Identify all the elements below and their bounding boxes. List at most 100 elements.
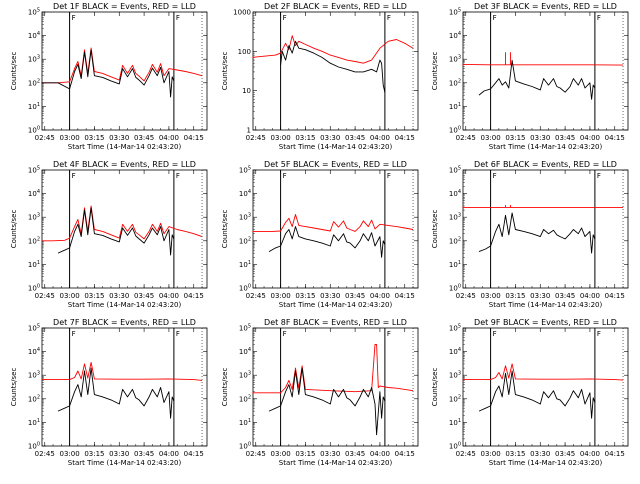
- series-events-line: [57, 207, 175, 256]
- x-tick-label: 02:45: [456, 450, 476, 458]
- flag-label: F: [176, 330, 180, 338]
- y-axis-label: Counts/sec: [221, 368, 229, 407]
- y-tick-label: 102: [239, 394, 251, 403]
- series-lld-line: [41, 205, 203, 242]
- chart-panel-7: Det 7F BLACK = Events, RED = LLD 02:45 03:…: [10, 318, 208, 467]
- flag-label: F: [597, 14, 601, 22]
- x-tick-label: 02:45: [35, 134, 55, 142]
- flag-label: F: [283, 172, 287, 180]
- plot-frame: [252, 11, 419, 131]
- x-axis-label: Start Time (14-Mar-14 02:43:20): [68, 301, 182, 309]
- x-tick-label: 03:30: [109, 292, 129, 300]
- flag-label: F: [283, 14, 287, 22]
- x-tick-label: 03:00: [59, 450, 79, 458]
- x-tick-label: 02:45: [246, 292, 266, 300]
- chart-panel-3: Det 3F BLACK = Events, RED = LLD 02:45 03:…: [431, 2, 629, 151]
- y-tick-label: 104: [28, 31, 40, 40]
- chart-panel-1: Det 1F BLACK = Events, RED = LLD 02:45 03:…: [10, 2, 208, 151]
- chart-title: Det 7F BLACK = Events, RED = LLD: [53, 318, 196, 327]
- flag-label: F: [283, 330, 287, 338]
- series-lld-line: [462, 363, 624, 381]
- y-tick-label: 103: [28, 371, 40, 380]
- y-tick-label: 100: [239, 284, 251, 293]
- x-tick-label: 04:00: [580, 292, 600, 300]
- plot-frame: [462, 327, 629, 447]
- y-tick-label: 103: [239, 213, 251, 222]
- x-tick-label: 03:15: [505, 134, 525, 142]
- y-tick-label: 101: [449, 260, 461, 269]
- y-tick-label: 105: [449, 324, 461, 333]
- plot-frame: [462, 169, 629, 289]
- x-tick-label: 04:15: [184, 450, 204, 458]
- x-tick-label: 04:15: [395, 450, 415, 458]
- y-tick-label: 100: [239, 442, 251, 451]
- y-tick-label: 100: [449, 284, 461, 293]
- chart-title: Det 8F BLACK = Events, RED = LLD: [264, 318, 407, 327]
- x-tick-label: 03:45: [555, 450, 575, 458]
- x-tick-label: 03:15: [84, 134, 104, 142]
- x-tick-label: 03:30: [320, 450, 340, 458]
- x-tick-label: 03:30: [530, 450, 550, 458]
- flag-label: F: [176, 14, 180, 22]
- x-tick-label: 03:15: [84, 450, 104, 458]
- chart-panel-4: Det 4F BLACK = Events, RED = LLD 02:45 03:…: [10, 160, 208, 309]
- series-lld-line: [252, 35, 414, 64]
- chart-title: Det 9F BLACK = Events, RED = LLD: [474, 318, 617, 327]
- x-tick-label: 04:15: [395, 134, 415, 142]
- x-tick-label: 02:45: [246, 134, 266, 142]
- x-tick-label: 03:00: [480, 450, 500, 458]
- x-tick-label: 03:45: [134, 450, 154, 458]
- y-tick-label: 102: [449, 236, 461, 245]
- y-tick-label: 100: [449, 126, 461, 135]
- y-tick-label: 104: [28, 347, 40, 356]
- y-axis-label: Counts/sec: [221, 210, 229, 249]
- y-tick-label: 102: [28, 236, 40, 245]
- series-events-line: [57, 367, 175, 419]
- x-tick-label: 04:00: [159, 292, 179, 300]
- x-axis-label: Start Time (14-Mar-14 02:43:20): [489, 143, 603, 151]
- chart-panel-8: Det 8F BLACK = Events, RED = LLD 02:45 03:…: [221, 318, 419, 467]
- x-tick-label: 03:15: [505, 450, 525, 458]
- series-lld-line: [41, 361, 203, 381]
- series-events-line: [268, 367, 386, 436]
- y-axis-label: Counts/sec: [10, 210, 18, 249]
- y-tick-label: 105: [449, 166, 461, 175]
- x-tick-label: 03:15: [505, 292, 525, 300]
- y-axis-label: Counts/sec: [431, 52, 439, 91]
- y-tick-label: 101: [449, 102, 461, 111]
- x-tick-label: 04:15: [605, 292, 625, 300]
- y-axis-label: Counts/sec: [431, 210, 439, 249]
- chart-panel-6: Det 6F BLACK = Events, RED = LLD 02:45 03:…: [431, 160, 629, 309]
- x-tick-label: 03:45: [134, 292, 154, 300]
- chart-title: Det 1F BLACK = Events, RED = LLD: [53, 2, 196, 11]
- y-tick-label: 101: [239, 260, 251, 269]
- flag-label: F: [493, 330, 497, 338]
- chart-panel-9: Det 9F BLACK = Events, RED = LLD 02:45 03:…: [431, 318, 629, 467]
- x-tick-label: 02:45: [456, 292, 476, 300]
- y-tick-label: 103: [449, 55, 461, 64]
- x-axis-label: Start Time (14-Mar-14 02:43:20): [489, 459, 603, 467]
- chart-title: Det 2F BLACK = Events, RED = LLD: [264, 2, 407, 11]
- x-tick-label: 03:45: [345, 450, 365, 458]
- flag-label: F: [387, 14, 391, 22]
- y-tick-label: 104: [239, 189, 251, 198]
- x-tick-label: 03:00: [270, 134, 290, 142]
- x-tick-label: 03:00: [59, 292, 79, 300]
- series-events-line: [41, 49, 175, 98]
- plot-frame: [252, 169, 419, 289]
- x-tick-label: 04:15: [395, 292, 415, 300]
- x-tick-label: 03:45: [345, 292, 365, 300]
- y-tick-label: 103: [239, 371, 251, 380]
- x-axis-label: Start Time (14-Mar-14 02:43:20): [279, 143, 393, 151]
- y-tick-label: 100: [449, 442, 461, 451]
- x-axis-label: Start Time (14-Mar-14 02:43:20): [279, 459, 393, 467]
- x-tick-label: 03:30: [320, 292, 340, 300]
- x-tick-label: 02:45: [456, 134, 476, 142]
- y-tick-label: 104: [449, 189, 461, 198]
- flag-label: F: [387, 330, 391, 338]
- flag-label: F: [387, 172, 391, 180]
- chart-panel-5: Det 5F BLACK = Events, RED = LLD 02:45 03:…: [221, 160, 419, 309]
- y-tick-label: 103: [28, 213, 40, 222]
- x-axis-label: Start Time (14-Mar-14 02:43:20): [279, 301, 393, 309]
